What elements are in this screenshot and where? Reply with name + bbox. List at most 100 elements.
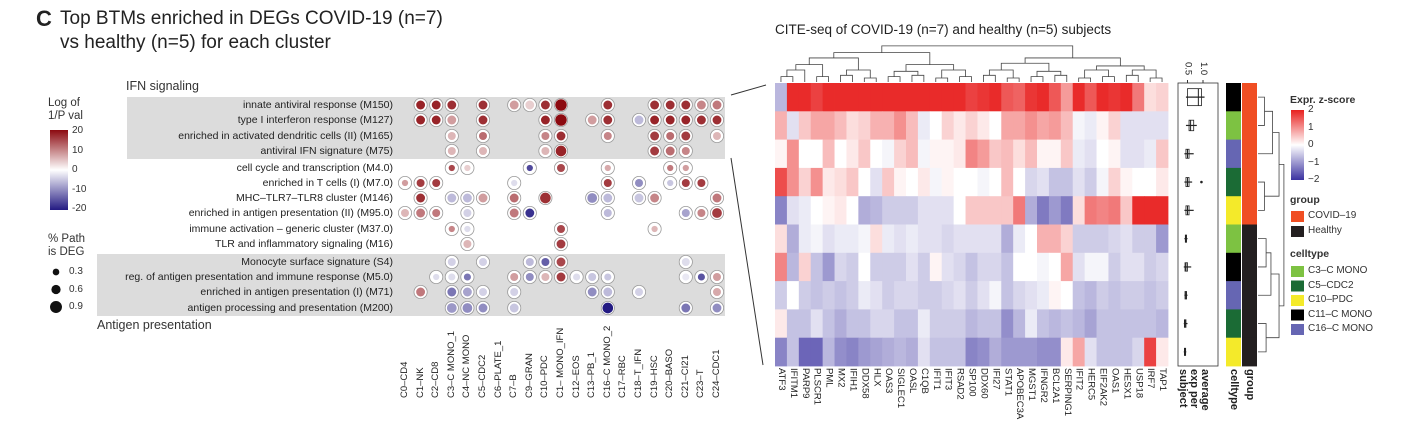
heatmap-cell: [810, 83, 824, 112]
dot: [713, 132, 721, 140]
heatmap-cell: [858, 83, 871, 112]
heatmap-cell: [882, 337, 895, 367]
heatmap-cell: [1132, 281, 1145, 310]
heatmap-cell: [906, 281, 919, 310]
boxplot-outlier: [1200, 180, 1203, 184]
heatmap-cell: [906, 224, 919, 254]
heatmap-cell: [870, 167, 883, 197]
heatmap-cell: [1120, 224, 1133, 254]
dot: [463, 273, 471, 281]
group-annotation-cell: [1242, 83, 1257, 112]
heatmap-cell: [977, 309, 990, 339]
heatmap-cell: [858, 337, 871, 367]
heatmap-cell: [1108, 167, 1121, 197]
dot: [462, 287, 472, 297]
dot: [681, 179, 690, 187]
column-dendrogram: [893, 70, 919, 77]
dot: [525, 273, 534, 281]
dot: [448, 273, 456, 281]
heatmap-cell: [1048, 224, 1062, 254]
heatmap-cell: [858, 309, 871, 339]
dot: [448, 164, 455, 172]
column-label: C21–CI21: [679, 355, 691, 398]
dot: [555, 114, 567, 126]
heatmap-cell: [1001, 224, 1014, 254]
column-label: C17–RBC: [617, 355, 629, 398]
row-label: reg. of antigen presentation and immune …: [125, 271, 393, 283]
heatmap-cell: [846, 167, 859, 197]
heatmap-cell: [822, 83, 835, 112]
heatmap-cell: [870, 196, 883, 225]
heatmap-cell: [989, 83, 1002, 112]
heatmap-cell: [1001, 281, 1014, 310]
dot: [712, 100, 722, 110]
heatmap-cell: [822, 224, 835, 254]
dot: [464, 164, 471, 172]
heatmap-cell: [1096, 281, 1109, 310]
heatmap-cell: [917, 83, 931, 112]
heatmap-cell: [810, 224, 824, 254]
column-dendrogram: [795, 64, 824, 77]
heatmap-cell: [1144, 196, 1157, 225]
heatmap-cell: [1072, 224, 1086, 254]
heatmap-cell: [870, 281, 883, 310]
dot: [681, 131, 691, 141]
celltype-legend-label: C10–PDC: [1308, 294, 1354, 305]
dot: [697, 179, 706, 187]
heatmap-cell: [834, 224, 847, 254]
heatmap-cell: [977, 224, 990, 254]
dot: [479, 132, 487, 140]
zscore-legend-bar: [1291, 110, 1304, 180]
dot: [447, 115, 457, 125]
row-label: innate antiviral response (M150): [243, 99, 393, 111]
celltype-legend-label: C11–C MONO: [1308, 308, 1373, 320]
heatmap-cell: [953, 139, 966, 169]
dot: [587, 193, 598, 203]
column-label: C1–NK: [414, 367, 426, 398]
heatmap-cell: [941, 111, 955, 140]
row-dendrogram: [1258, 96, 1265, 126]
heatmap-cell: [977, 281, 990, 310]
color-legend-tick: -10: [72, 183, 87, 195]
dot: [681, 209, 690, 217]
dot: [510, 288, 519, 296]
dot: [478, 115, 488, 125]
heatmap-cell: [953, 111, 966, 140]
celltype-legend-swatch: [1291, 266, 1304, 277]
column-dendrogram: [1096, 65, 1145, 70]
column-dendrogram: [935, 77, 949, 82]
heatmap-cell: [1025, 111, 1038, 140]
heatmap-cell: [775, 309, 788, 339]
heatmap-cell: [1132, 252, 1145, 282]
heatmap-cell: [929, 224, 943, 254]
heatmap-cell: [1144, 83, 1157, 112]
group-annotation-cell: [1242, 337, 1257, 367]
heatmap-cell: [941, 281, 955, 310]
heatmap-cell: [894, 309, 907, 339]
heatmap-cell: [1132, 337, 1145, 367]
heatmap-cell: [917, 196, 931, 225]
dot: [650, 131, 660, 141]
dot: [431, 100, 441, 110]
celltype-legend-swatch: [1291, 295, 1304, 306]
heatmap-cell: [1037, 196, 1050, 225]
heatmap-cell: [810, 252, 824, 282]
dot: [556, 239, 566, 249]
row-label: antigen processing and presentation (M20…: [187, 302, 393, 314]
dot: [401, 209, 409, 217]
gene-label: RSAD2: [954, 368, 966, 400]
dot: [431, 115, 441, 125]
heatmap-cell: [977, 167, 990, 197]
heatmap-cell: [1072, 196, 1086, 225]
heatmap-cell: [941, 139, 955, 169]
color-legend-tick: 10: [72, 144, 84, 156]
column-dendrogram: [808, 57, 859, 70]
heatmap-cell: [906, 83, 919, 112]
heatmap-cell: [894, 337, 907, 367]
heatmap-cell: [1132, 167, 1145, 197]
row-dendrogram: [1258, 323, 1267, 353]
dot: [462, 193, 472, 203]
row-label: type I interferon response (M127): [237, 114, 393, 126]
boxplot-tick-label: 0.5: [1182, 62, 1194, 76]
